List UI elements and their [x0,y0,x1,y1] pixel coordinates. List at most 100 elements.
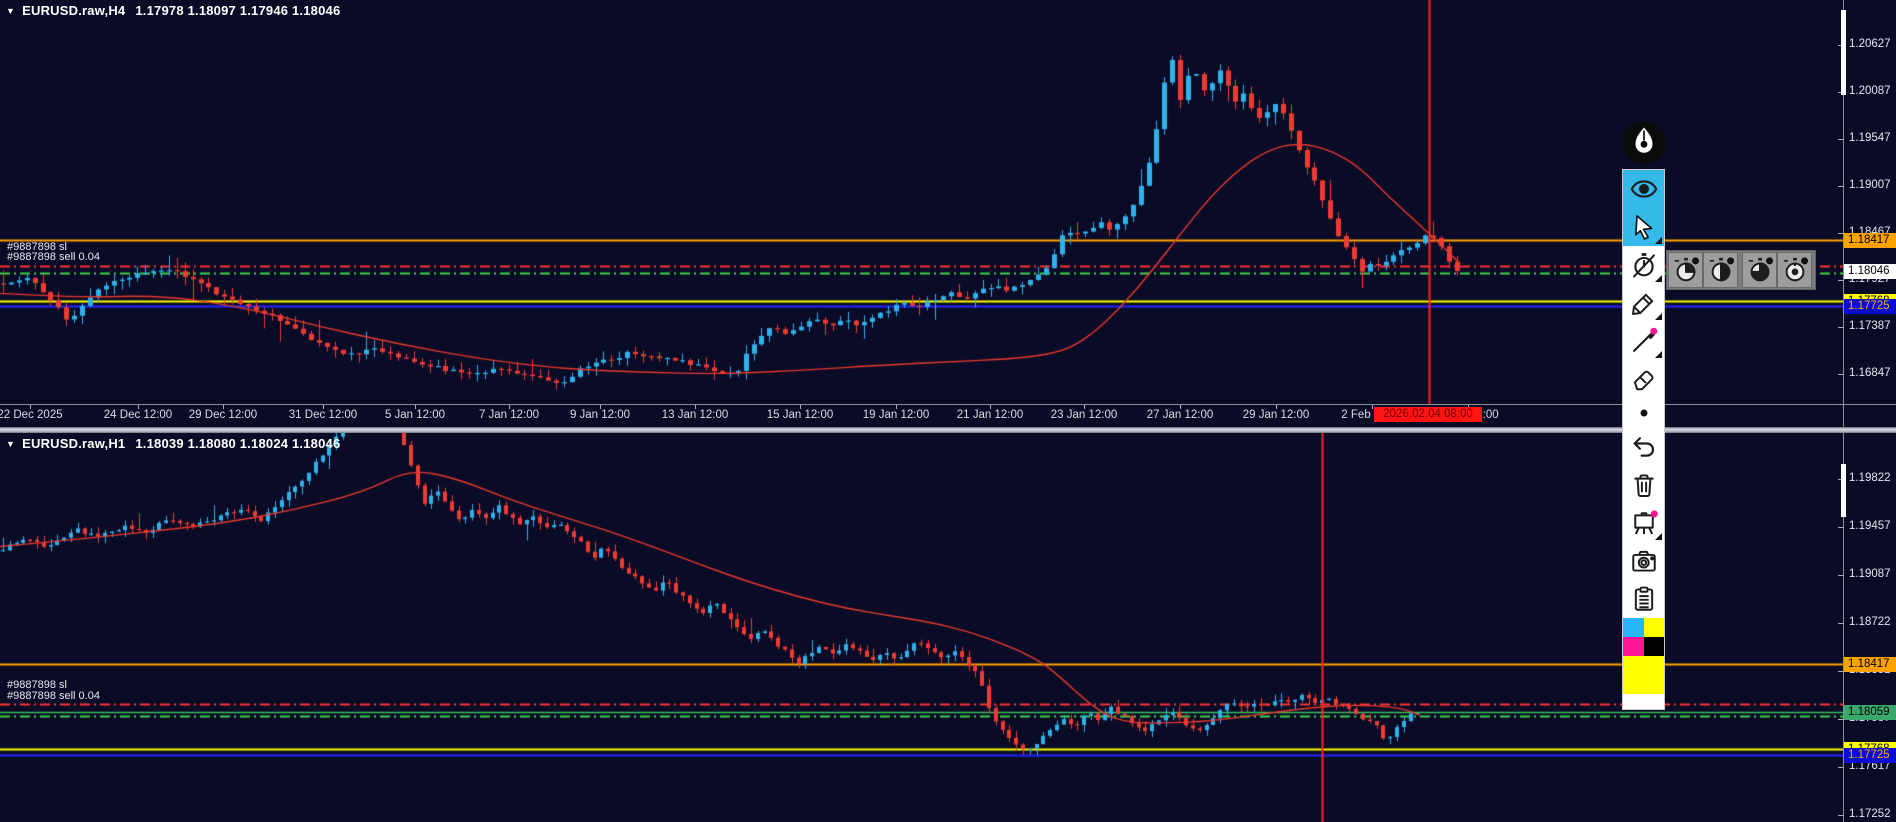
h1-axis-tick [1838,815,1844,816]
clipboard-button[interactable] [1623,580,1664,618]
time-axis-tick [800,405,801,409]
swatch-magenta[interactable] [1623,637,1644,656]
color-swatch-grid [1623,618,1664,656]
time-axis-label: 7 Jan 12:00 [478,409,540,421]
h1-ohlc-values: 1.18039 1.18080 1.18024 1.18046 [135,436,341,451]
time-axis-tick [323,405,324,409]
time-axis-label: 5 Jan 12:00 [384,409,446,421]
h1-price-tag-1.17725[interactable]: 1.17725 [1844,747,1896,763]
clear-all-button[interactable] [1623,466,1664,504]
h4-plot-bottom-border [0,404,1896,405]
cursor-arrow-icon [1634,215,1652,240]
h4-order-label: #9887898 sell 0.04 [7,251,100,263]
time-axis-label: 15 Jan 12:00 [766,409,834,421]
select-cursor-button[interactable] [1623,208,1664,246]
time-axis-tick [138,405,139,409]
chart-h4-canvas[interactable] [0,0,1843,405]
timer-quarter-button[interactable] [1668,252,1703,288]
timer-half-button[interactable] [1703,252,1738,288]
time-axis-label: 9 Jan 12:00 [569,409,631,421]
time-axis-label: 23 Jan 12:00 [1050,409,1118,421]
h4-axis-label: 1.20087 [1849,85,1891,97]
time-axis-tick [990,405,991,409]
time-axis-tick [415,405,416,409]
whiteboard-button[interactable] [1623,504,1664,542]
time-axis-label: 22 Dec 2025 [0,409,63,421]
h4-axis-label: 1.19547 [1849,132,1891,144]
time-axis-tick [1372,405,1373,409]
annotation-pen-logo[interactable] [1621,120,1667,166]
camera-icon [1631,550,1656,572]
timer-presets-popup [1666,250,1816,290]
time-axis-tick [223,405,224,409]
h1-axis-tick [1838,767,1844,768]
h4-order-label: #9887898 sl [7,241,67,253]
h4-price-tag-1.17725[interactable]: 1.17725 [1844,298,1896,314]
h1-axis-tick [1838,575,1844,576]
swatch-cyan[interactable] [1623,618,1644,637]
undo-button[interactable] [1623,428,1664,466]
time-axis-label: 19 Jan 12:00 [862,409,930,421]
h1-expander-icon[interactable]: ▼ [6,439,16,449]
h1-symbol-period: EURUSD.raw,H1 [22,436,126,451]
h4-title: ▼ EURUSD.raw,H4 1.17978 1.18097 1.17946 1.… [6,3,340,18]
h4-axis-tick [1838,139,1844,140]
time-axis-tick [695,405,696,409]
time-axis-label: 13 Jan 12:00 [661,409,729,421]
swatch-yellow[interactable] [1643,618,1664,637]
marker-tool-button[interactable] [1623,284,1664,322]
show-hide-annotations-button[interactable] [1623,170,1664,208]
eraser-tool-button[interactable] [1623,360,1664,398]
screenshot-button[interactable] [1623,542,1664,580]
h1-axis-scroll-mark[interactable] [1841,464,1846,517]
h1-axis-label: 1.18722 [1849,616,1891,628]
trash-icon [1633,474,1654,497]
h1-axis-label: 1.19087 [1849,568,1891,580]
h4-axis-tick [1838,233,1844,234]
time-axis-label: 24 Dec 12:00 [103,409,173,421]
dot-icon [1640,409,1647,417]
pen-tool-button[interactable] [1623,322,1664,360]
dot-size-indicator[interactable] [1623,398,1664,428]
h4-price-tag-1.18417[interactable]: 1.18417 [1844,232,1896,248]
price-axis-border [1843,0,1844,822]
timer-off-icon [1632,253,1655,278]
h4-expander-icon[interactable]: ▼ [6,6,16,16]
time-axis-tick [896,405,897,409]
h1-axis-label: 1.17617 [1849,760,1891,772]
whiteboard-easel-icon [1633,510,1658,535]
swatch-black[interactable] [1643,637,1664,656]
marker-icon [1631,293,1653,315]
timer-disable-button[interactable] [1623,246,1664,284]
h1-axis-tick [1838,671,1844,672]
h1-order-label: #9887898 sell 0.04 [7,690,100,702]
h4-axis-label: 1.20627 [1849,38,1891,50]
h4-axis-tick [1838,327,1844,328]
timer-full-button[interactable] [1777,252,1812,288]
h4-axis-label: 1.19007 [1849,179,1891,191]
pen-line-icon [1632,327,1657,352]
h1-axis-tick [1838,527,1844,528]
active-color-swatch[interactable] [1623,656,1664,694]
time-axis-tick [600,405,601,409]
event-date-label: 2026.02.04 08:00 [1374,407,1482,422]
h1-price-tag-1.18059: 1.18059 [1844,704,1896,720]
time-axis-tick [509,405,510,409]
timer-threequarter-button[interactable] [1742,252,1777,288]
annotation-toolbar [1622,169,1665,710]
h4-price-tag-1.18046: 1.18046 [1844,263,1896,279]
h4-axis-tick [1838,186,1844,187]
time-axis-label: 27 Jan 12:00 [1146,409,1214,421]
h4-axis-scroll-mark[interactable] [1841,10,1846,95]
h4-symbol-period: EURUSD.raw,H4 [22,3,126,18]
time-axis-label: 31 Dec 12:00 [288,409,358,421]
eye-icon [1630,180,1657,198]
chart-h1-canvas[interactable] [0,433,1843,822]
time-axis-tick [1084,405,1085,409]
h1-axis-tick [1838,719,1844,720]
h1-price-tag-1.18417[interactable]: 1.18417 [1844,656,1896,672]
h4-axis-tick [1838,280,1844,281]
time-axis-tick [30,405,31,409]
panel-splitter[interactable] [0,427,1896,433]
time-axis-tick [1276,405,1277,409]
